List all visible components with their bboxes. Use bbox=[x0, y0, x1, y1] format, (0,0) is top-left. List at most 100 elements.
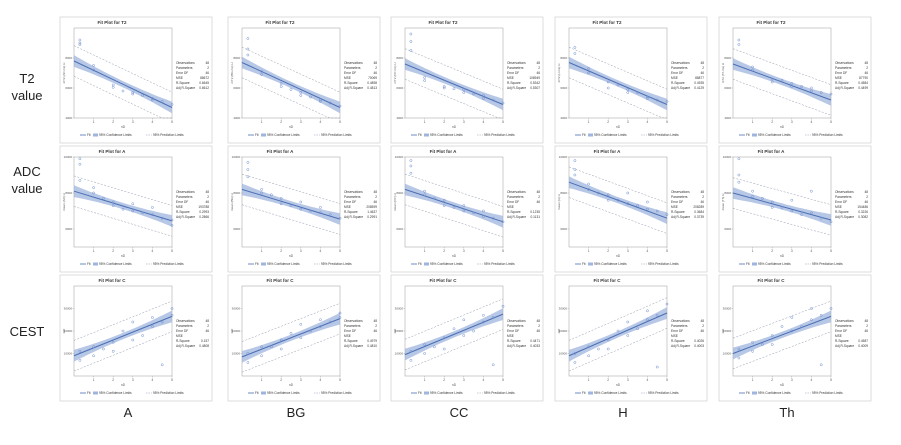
data-point bbox=[442, 204, 446, 207]
stat-label: MSE bbox=[835, 76, 842, 80]
data-point bbox=[606, 86, 610, 90]
y-tick-label: 10000 bbox=[395, 352, 404, 356]
fit-line bbox=[404, 313, 504, 356]
lower-prediction-limit bbox=[241, 204, 341, 235]
y-tick-label: 8000 bbox=[396, 191, 403, 195]
x-tick-label: 4 bbox=[483, 249, 485, 253]
data-point bbox=[151, 213, 154, 216]
panel-title: Fit Plot for T2 bbox=[757, 20, 786, 25]
x-tick-label: 1 bbox=[424, 249, 426, 253]
data-point bbox=[319, 206, 322, 209]
data-point bbox=[170, 307, 174, 310]
data-point bbox=[78, 349, 82, 353]
stat-label: Observations bbox=[344, 61, 363, 65]
x-axis-label: nD bbox=[780, 254, 785, 258]
y-axis-label: mT2 (Th ms) H bbox=[721, 63, 725, 83]
data-point bbox=[597, 191, 600, 195]
data-point bbox=[141, 211, 144, 215]
data-point bbox=[501, 220, 505, 224]
stat-value: 70069 bbox=[368, 76, 377, 80]
data-point bbox=[442, 336, 446, 340]
y-tick-label: 6000 bbox=[65, 86, 72, 90]
stat-label: Observations bbox=[176, 319, 195, 323]
y-tick-label: 30000 bbox=[64, 307, 73, 311]
stat-value: 0.4810 bbox=[367, 344, 377, 348]
legend-prediction-label: 95% Prediction Limits bbox=[812, 262, 843, 266]
stat-value: 46 bbox=[864, 329, 868, 333]
plot-area bbox=[73, 156, 173, 248]
legend-prediction-label: 95% Prediction Limits bbox=[153, 133, 184, 137]
data-point bbox=[309, 329, 312, 333]
y-tick-label: 10000 bbox=[559, 352, 568, 356]
data-point bbox=[121, 89, 125, 93]
legend-confidence-label: 95% Confidence Limits bbox=[758, 133, 791, 137]
stat-value: 87790 bbox=[859, 76, 868, 80]
data-point bbox=[452, 87, 456, 91]
data-point bbox=[780, 325, 784, 328]
legend-fit-label: Fit bbox=[418, 391, 422, 395]
lower-prediction-limit bbox=[73, 76, 172, 119]
stat-value: 208289 bbox=[693, 205, 704, 209]
stat-value: 2 bbox=[702, 195, 704, 199]
data-point bbox=[482, 313, 485, 317]
x-tick-label: 2 bbox=[280, 120, 282, 124]
legend-confidence-label: 95% Confidence Limits bbox=[758, 262, 791, 266]
legend-fit-label: Fit bbox=[746, 391, 750, 395]
data-point bbox=[606, 198, 610, 202]
stat-label: Adj R-Square bbox=[835, 86, 854, 90]
data-point bbox=[626, 202, 630, 206]
data-point bbox=[246, 161, 250, 164]
x-tick-label: 3 bbox=[791, 378, 793, 382]
stat-label: R-Square bbox=[176, 210, 190, 214]
data-point bbox=[328, 213, 332, 216]
panel-title: Fit Plot for A bbox=[758, 149, 786, 154]
stat-value: 0.4003 bbox=[694, 344, 704, 348]
y-tick-label: 8000 bbox=[560, 56, 567, 60]
lower-prediction-limit bbox=[73, 206, 173, 237]
x-tick-label: 2 bbox=[771, 120, 773, 124]
data-point bbox=[770, 206, 774, 209]
data-point bbox=[160, 216, 164, 220]
plot-area bbox=[241, 285, 341, 377]
x-tick-label: 5 bbox=[666, 120, 668, 124]
data-point bbox=[790, 82, 794, 85]
data-point bbox=[626, 334, 630, 337]
legend-fit-label: Fit bbox=[582, 391, 586, 395]
data-point bbox=[246, 53, 250, 57]
data-point bbox=[646, 97, 649, 100]
stat-value: 0.2991 bbox=[367, 215, 377, 219]
data-point bbox=[780, 79, 784, 82]
legend-prediction-label: 95% Prediction Limits bbox=[321, 262, 352, 266]
y-tick-label: 4000 bbox=[233, 116, 240, 120]
stat-label: Adj R-Square bbox=[835, 215, 854, 219]
data-point bbox=[289, 88, 293, 91]
y-axis-label: mT2 (AD ms) H bbox=[62, 63, 66, 84]
stat-value: 88877 bbox=[695, 76, 704, 80]
data-point bbox=[626, 320, 630, 324]
panel-cest-h: Fit Plot for C 1 2 3 4 5 10000 20000 30000 nD mD Ob… bbox=[554, 274, 708, 402]
stat-value: 0.4979 bbox=[367, 339, 377, 343]
x-tick-label: 2 bbox=[112, 120, 114, 124]
panel-title: Fit Plot for C bbox=[594, 278, 622, 283]
legend-confidence-swatch bbox=[424, 133, 429, 137]
data-point bbox=[737, 180, 741, 184]
x-tick-label: 4 bbox=[152, 378, 154, 382]
panel-title: Fit Plot for T2 bbox=[98, 20, 127, 25]
stat-label: Parameters bbox=[176, 324, 193, 328]
data-point bbox=[92, 64, 95, 67]
stat-value: 0.157 bbox=[201, 339, 209, 343]
stat-label: MSE bbox=[671, 76, 678, 80]
data-point bbox=[616, 83, 620, 87]
plot-area bbox=[404, 285, 504, 377]
x-tick-label: 3 bbox=[132, 120, 134, 124]
x-tick-label: 1 bbox=[752, 378, 754, 382]
stat-label: MSE bbox=[507, 76, 514, 80]
legend-confidence-label: 95% Confidence Limits bbox=[99, 133, 132, 137]
x-tick-label: 2 bbox=[443, 120, 445, 124]
data-point bbox=[409, 164, 413, 168]
column-label-bg: BG bbox=[287, 405, 306, 420]
data-point bbox=[299, 322, 303, 326]
data-point bbox=[423, 193, 426, 197]
data-point bbox=[246, 37, 250, 40]
